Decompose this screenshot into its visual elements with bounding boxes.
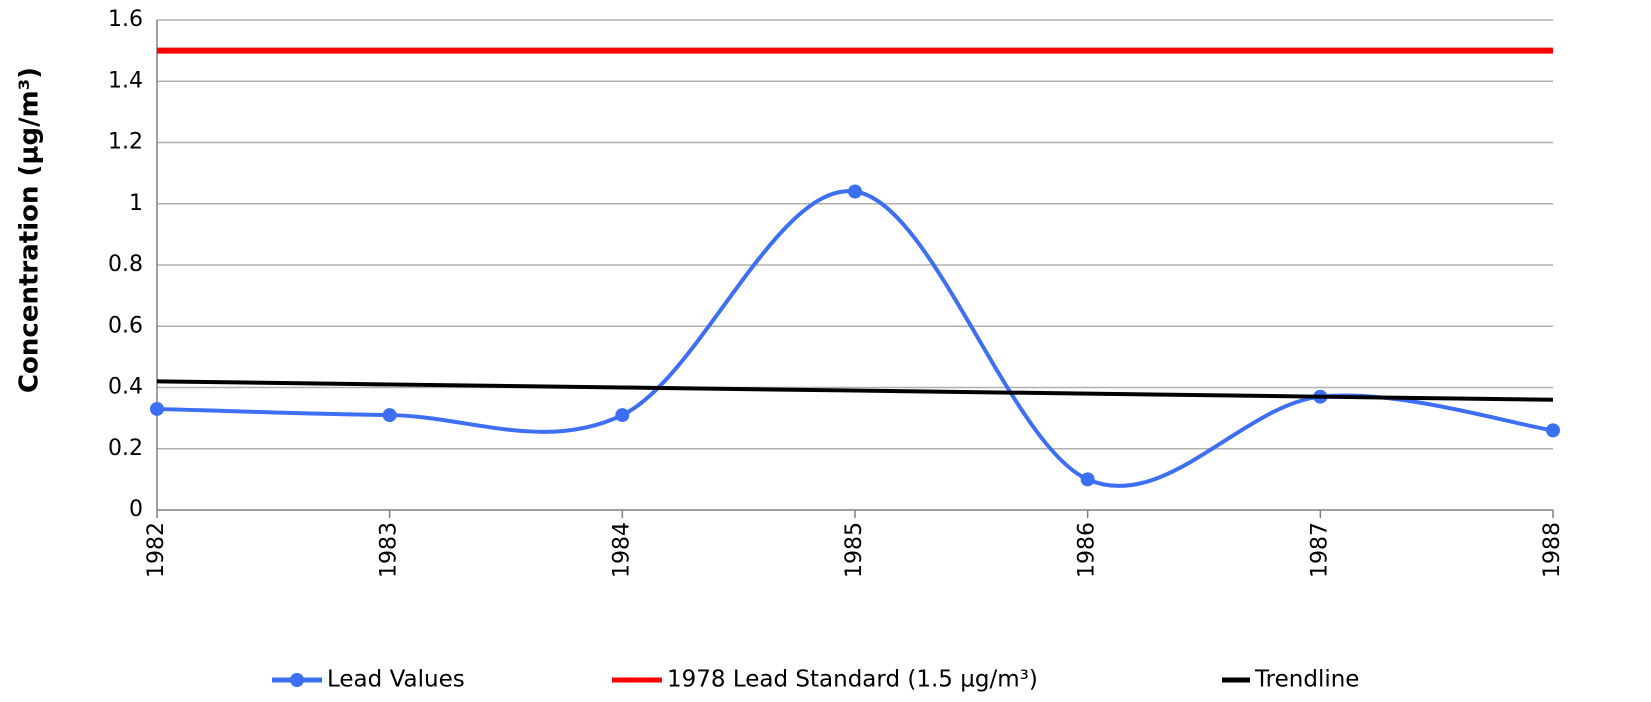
legend-label: Lead Values bbox=[327, 667, 465, 693]
legend-marker bbox=[290, 673, 304, 687]
y-tick-label: 1 bbox=[129, 191, 143, 216]
data-point bbox=[1080, 472, 1095, 487]
x-tick-label: 1985 bbox=[842, 522, 867, 578]
data-point bbox=[382, 408, 397, 423]
data-point bbox=[150, 401, 164, 416]
x-tick-label: 1986 bbox=[1075, 522, 1100, 578]
legend-label: Trendline bbox=[1254, 667, 1359, 693]
y-axis-title: Concentration (µg/m³) bbox=[15, 67, 45, 393]
y-tick-label: 1.6 bbox=[108, 7, 143, 32]
data-point bbox=[615, 408, 630, 423]
y-tick-label: 0.4 bbox=[108, 375, 143, 400]
data-point bbox=[1546, 423, 1560, 438]
x-tick-label: 1988 bbox=[1540, 522, 1565, 578]
x-tick-label: 1987 bbox=[1307, 522, 1332, 578]
x-tick-label: 1982 bbox=[144, 522, 169, 578]
x-tick-label: 1983 bbox=[377, 522, 402, 578]
y-tick-label: 0 bbox=[129, 497, 143, 522]
y-tick-label: 0.2 bbox=[108, 436, 143, 461]
data-point bbox=[848, 184, 862, 199]
y-tick-label: 0.8 bbox=[108, 252, 143, 277]
series-line bbox=[156, 379, 1554, 402]
legend-label: 1978 Lead Standard (1.5 µg/m³) bbox=[667, 667, 1038, 693]
x-tick-label: 1984 bbox=[609, 522, 634, 578]
y-tick-label: 0.6 bbox=[108, 313, 143, 338]
y-tick-label: 1.2 bbox=[108, 130, 143, 155]
y-tick-label: 1.4 bbox=[108, 68, 143, 93]
series-line bbox=[156, 189, 1554, 488]
